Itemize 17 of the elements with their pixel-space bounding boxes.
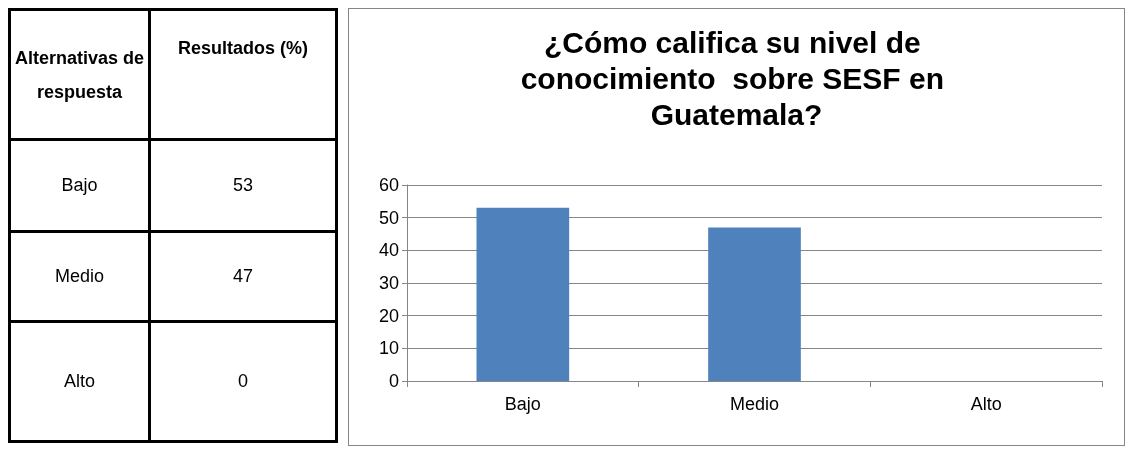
y-tick-label: 40 [378, 240, 399, 261]
y-tick-label: 0 [388, 371, 399, 391]
x-tick-label: Medio [729, 394, 780, 414]
y-tick-label: 60 [378, 175, 399, 195]
text: Alternativas de respuesta [9, 9, 150, 140]
y-tick-label: 10 [378, 338, 399, 359]
category-label: Bajo [9, 139, 150, 232]
chart-title: ¿Cómo califica su nivel de conocimiento sobre SESF en Guatemala? [520, 25, 953, 131]
y-tick-label: 20 [378, 305, 399, 326]
text: Resultados (%) [149, 9, 337, 140]
data-label: 53 [149, 139, 337, 232]
data-label: 47 [149, 231, 337, 322]
category-label: Medio [9, 231, 150, 322]
y-tick-label: 50 [378, 207, 399, 228]
x-tick-label: Bajo [504, 394, 541, 414]
x-tick-label: Alto [970, 394, 1002, 414]
y-tick-label: 30 [378, 273, 399, 293]
